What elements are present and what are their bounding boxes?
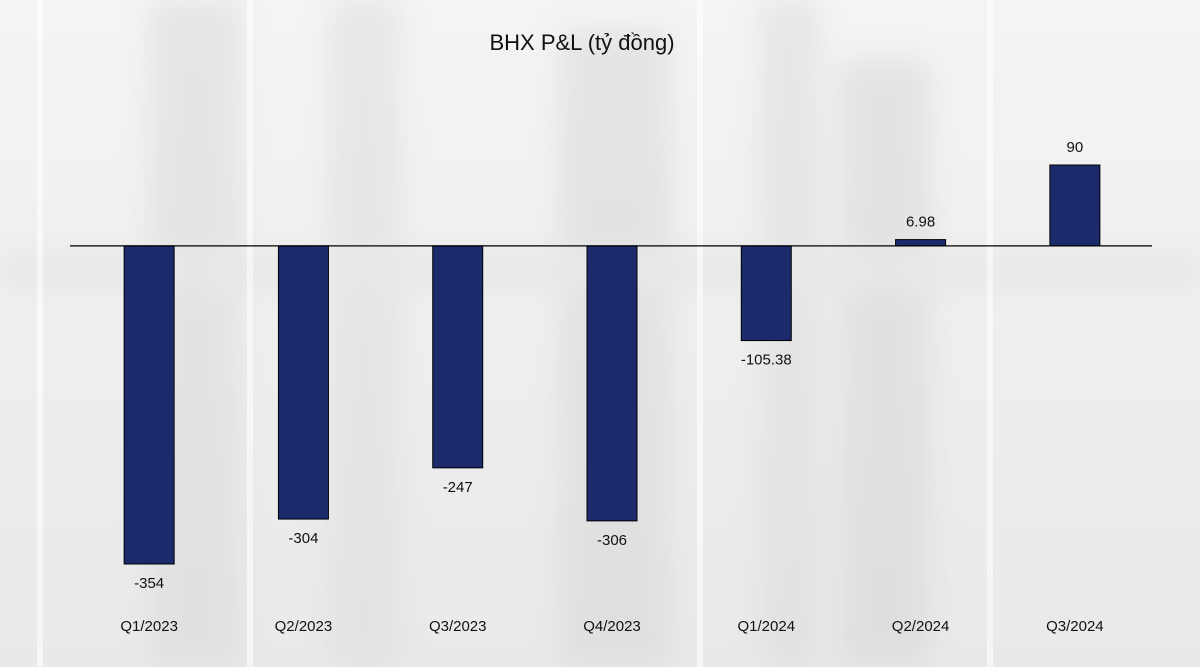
value-label: -304 bbox=[288, 530, 318, 547]
value-label: -247 bbox=[443, 479, 473, 496]
value-label: -306 bbox=[597, 532, 627, 549]
value-label: 90 bbox=[1067, 139, 1084, 156]
value-label: -105.38 bbox=[741, 352, 792, 369]
chart-title: BHX P&L (tỷ đồng) bbox=[489, 30, 674, 55]
bar bbox=[740, 245, 792, 342]
x-tick-label: Q2/2023 bbox=[275, 618, 333, 635]
x-tick-label: Q1/2023 bbox=[120, 618, 178, 635]
x-tick-label: Q4/2023 bbox=[583, 618, 641, 635]
bar bbox=[123, 245, 175, 565]
bar bbox=[432, 245, 484, 469]
x-tick-label: Q3/2023 bbox=[429, 618, 487, 635]
bar bbox=[895, 239, 947, 247]
x-tick-label: Q1/2024 bbox=[738, 618, 796, 635]
x-tick-label: Q2/2024 bbox=[892, 618, 950, 635]
bar bbox=[586, 245, 638, 522]
bar bbox=[1049, 164, 1101, 247]
value-label: -354 bbox=[134, 575, 164, 592]
window-frames bbox=[37, 0, 993, 667]
x-tick-label: Q3/2024 bbox=[1046, 618, 1104, 635]
value-label: 6.98 bbox=[906, 214, 935, 231]
bar bbox=[277, 245, 329, 520]
